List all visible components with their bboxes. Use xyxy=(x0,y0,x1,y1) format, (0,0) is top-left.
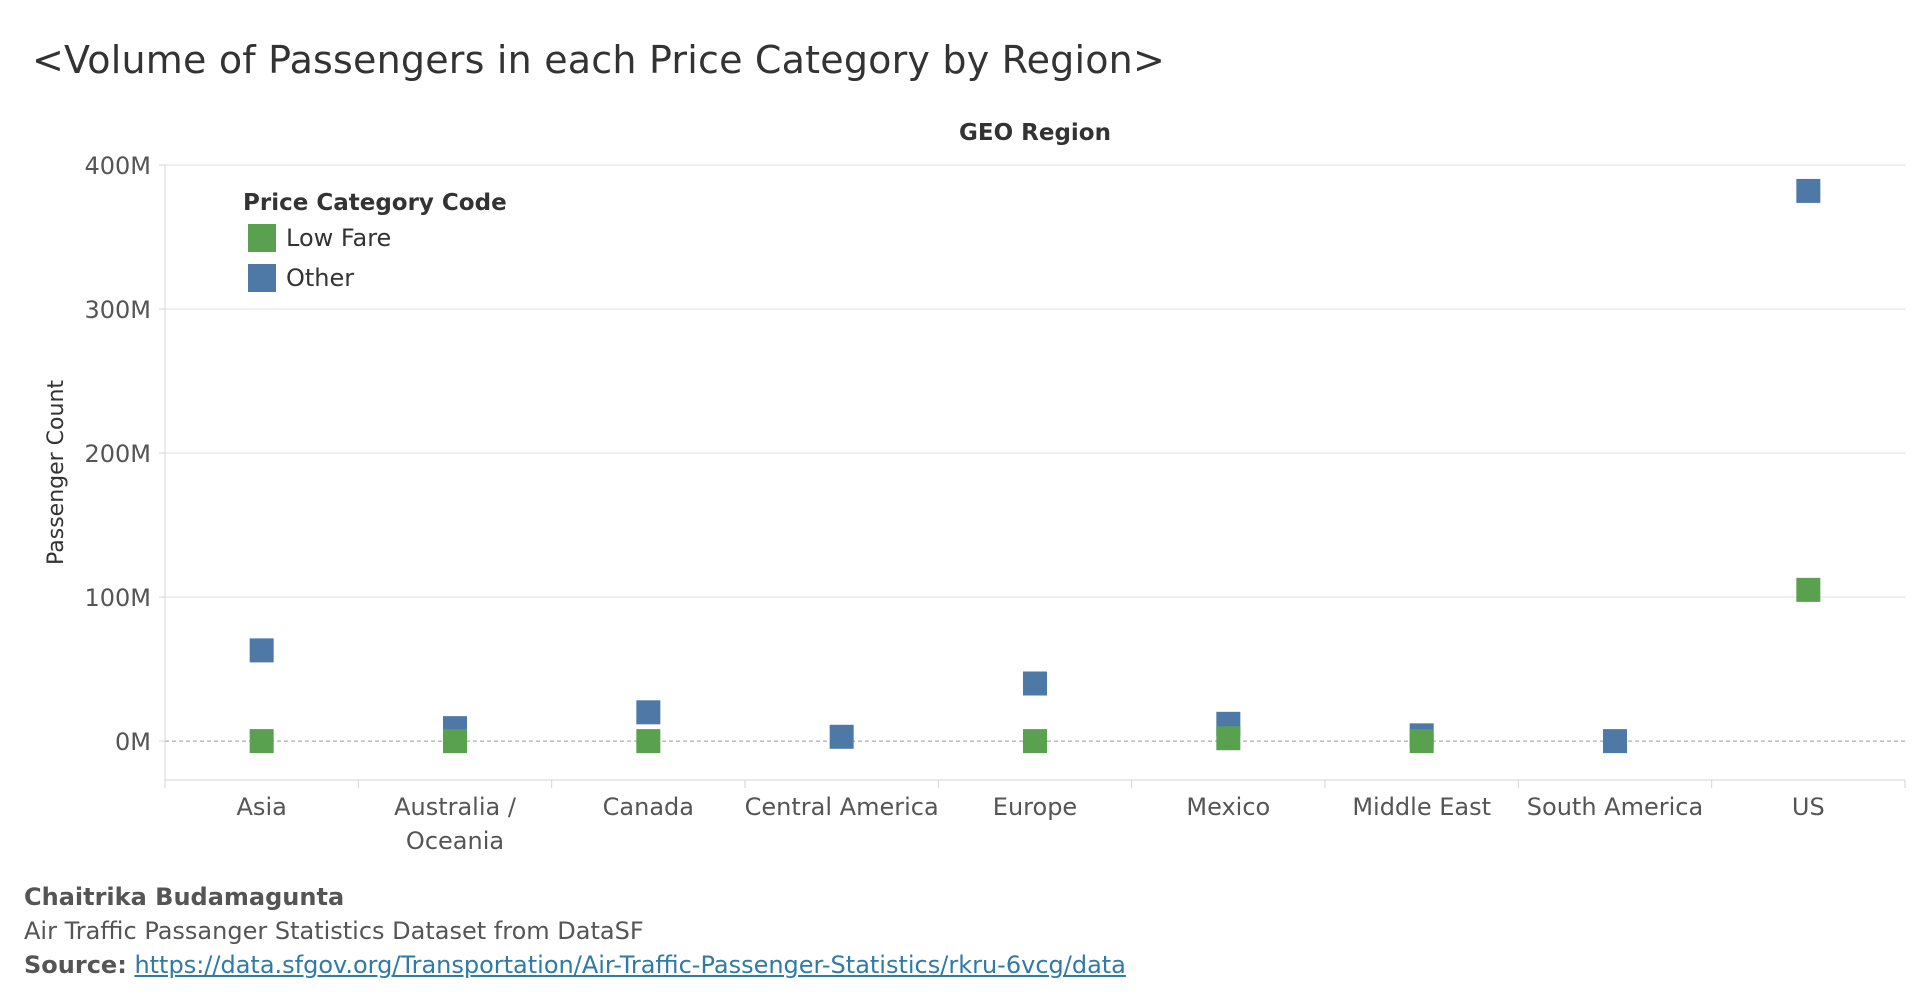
point-other-central-america[interactable] xyxy=(829,724,854,749)
y-tick-label: 0M xyxy=(115,728,151,756)
x-tick-label: Canada xyxy=(603,793,694,821)
x-tick-label: Mexico xyxy=(1186,793,1270,821)
gridlines xyxy=(165,164,1905,742)
footer: Chaitrika Budamagunta Air Traffic Passan… xyxy=(24,880,1126,982)
point-other-us[interactable] xyxy=(1796,178,1821,203)
y-tick-label: 400M xyxy=(84,152,151,180)
point-low-fare-australia-oceania[interactable] xyxy=(443,729,467,754)
x-tick-label: Middle East xyxy=(1352,793,1491,821)
point-other-canada[interactable] xyxy=(636,700,661,725)
point-other-europe[interactable] xyxy=(1023,671,1047,696)
x-tick-label: Europe xyxy=(993,793,1077,821)
point-low-fare-middle-east[interactable] xyxy=(1409,729,1434,754)
y-axis-label: Passenger Count xyxy=(44,380,69,565)
x-tick-label: Australia / Oceania xyxy=(394,793,517,855)
x-tick-label: Asia xyxy=(237,793,287,821)
legend-title: Price Category Code xyxy=(243,190,507,216)
data-points xyxy=(249,178,1821,754)
point-low-fare-us[interactable] xyxy=(1796,577,1821,602)
legend-label[interactable]: Other xyxy=(286,264,354,292)
point-low-fare-europe[interactable] xyxy=(1023,729,1047,754)
legend[interactable]: Price Category Code Low Fare Other xyxy=(243,190,507,292)
source-line: Source: https://data.sfgov.org/Transport… xyxy=(24,948,1126,982)
point-other-south-america[interactable] xyxy=(1603,729,1627,754)
legend-swatch[interactable] xyxy=(248,224,276,252)
dataset-description: Air Traffic Passanger Statistics Dataset… xyxy=(24,917,644,945)
point-other-asia[interactable] xyxy=(249,638,274,663)
axes: GEO Region Passenger Count 0M 100M 200M 300M 4… xyxy=(44,120,1906,855)
x-tick-label: US xyxy=(1792,793,1825,821)
point-low-fare-canada[interactable] xyxy=(636,729,661,754)
x-tick-label: Central America xyxy=(745,793,939,821)
point-low-fare-asia[interactable] xyxy=(249,729,274,754)
column-header: GEO Region xyxy=(959,120,1111,146)
source-link[interactable]: https://data.sfgov.org/Transportation/Ai… xyxy=(134,951,1126,979)
legend-label[interactable]: Low Fare xyxy=(286,224,391,252)
point-low-fare-mexico[interactable] xyxy=(1216,726,1241,751)
source-label: Source: xyxy=(24,951,127,979)
x-tick-label: South America xyxy=(1527,793,1703,821)
author-name: Chaitrika Budamagunta xyxy=(24,883,345,911)
chart-title: <Volume of Passengers in each Price Cate… xyxy=(32,38,1166,82)
y-tick-label: 200M xyxy=(84,440,151,468)
y-tick-label: 100M xyxy=(84,584,151,612)
legend-swatch[interactable] xyxy=(248,264,276,292)
y-tick-label: 300M xyxy=(84,296,151,324)
